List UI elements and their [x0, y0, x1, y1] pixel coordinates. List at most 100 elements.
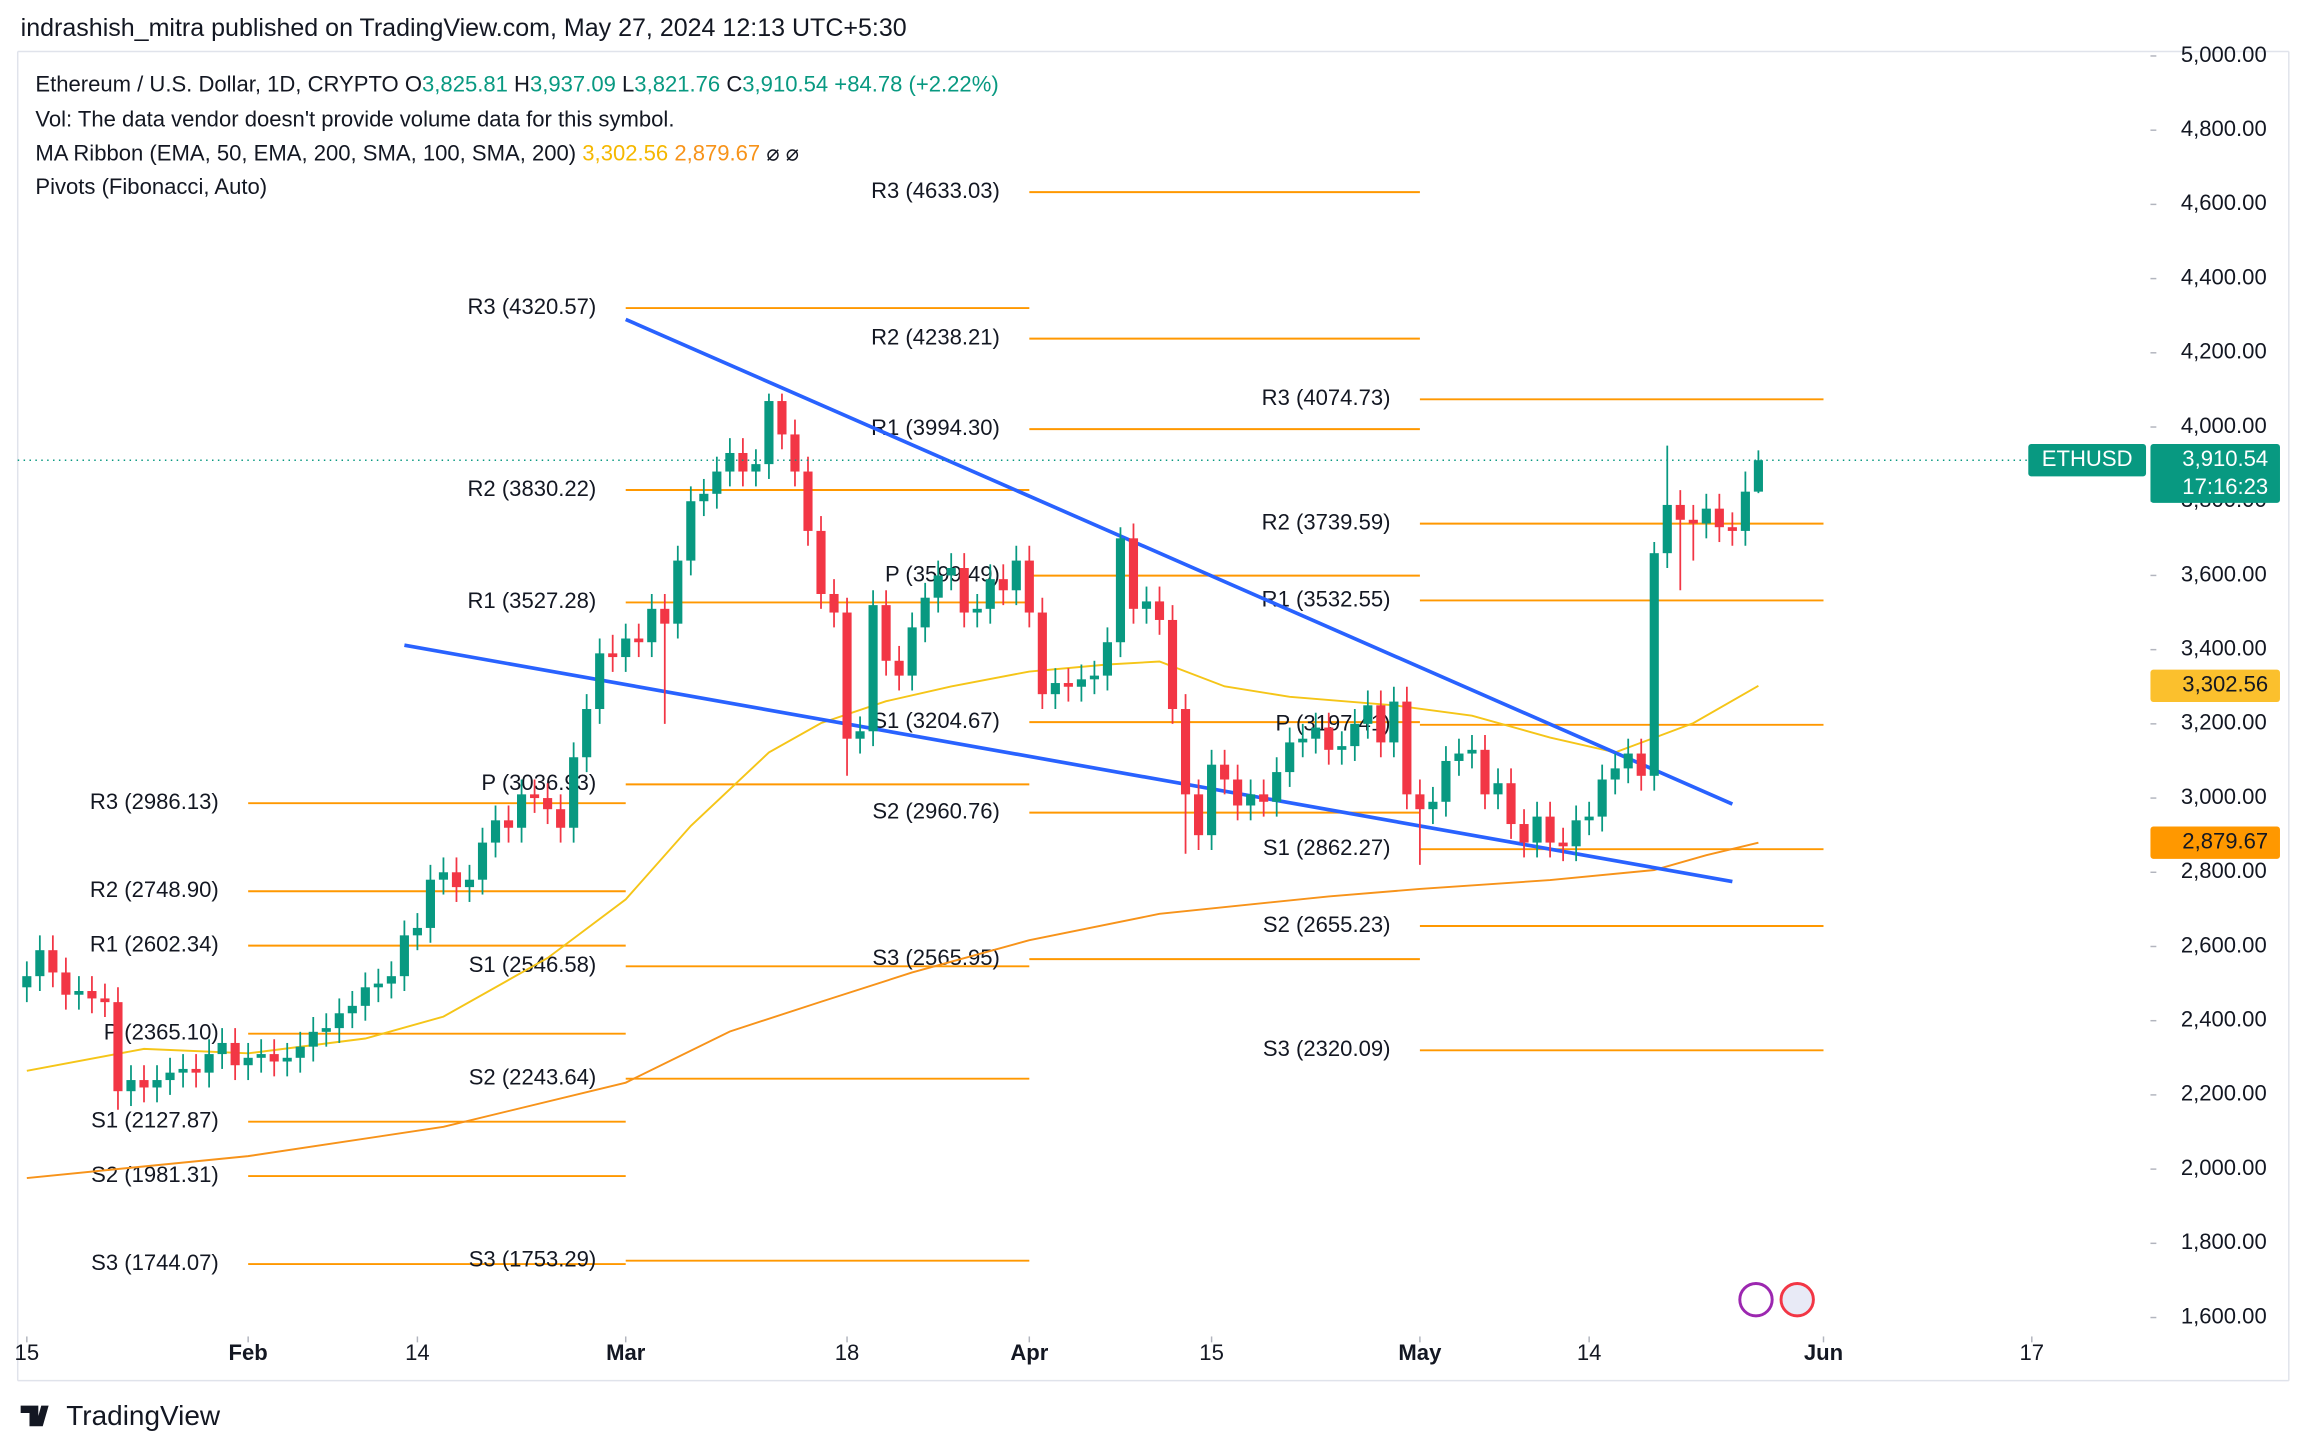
candle-body [660, 608, 670, 624]
y-tick-label: 3,200.00 [2181, 710, 2267, 735]
x-tick-label: 14 [405, 1340, 430, 1365]
pivot-label: P (2365.10) [104, 1019, 219, 1044]
candle-body [1740, 491, 1750, 531]
candle-body [556, 809, 566, 828]
ma-line [26, 660, 1759, 1072]
candle-body [1415, 794, 1425, 810]
candle-body [1324, 727, 1334, 750]
candle-body [1285, 742, 1295, 773]
candle-body [373, 983, 383, 988]
candle-body [1194, 794, 1204, 836]
candle-body [438, 872, 449, 880]
candle-body [738, 452, 748, 472]
candle-body [1597, 779, 1607, 817]
ma-tag [2150, 826, 2280, 859]
brand: TradingView [66, 1400, 221, 1431]
candle-body [881, 605, 891, 661]
candle-body [464, 879, 475, 888]
y-tick-label: 2,200.00 [2181, 1081, 2267, 1106]
candle-body [1623, 753, 1633, 769]
y-tick-label: 2,600.00 [2181, 932, 2267, 957]
candle-body [803, 471, 813, 531]
candle-body [1467, 749, 1477, 754]
pivot-label: R2 (2748.90) [90, 877, 219, 902]
pivot-label: R1 (2602.34) [90, 931, 219, 956]
candle-body [386, 976, 396, 984]
candle-body [269, 1054, 279, 1062]
pivot-label: S3 (2320.09) [1263, 1036, 1391, 1061]
y-tick-label: 1,600.00 [2181, 1303, 2267, 1328]
pivot-label: R3 (4633.03) [871, 178, 1000, 203]
candle-body [1545, 816, 1555, 843]
ma-tag [2150, 669, 2280, 702]
ma-legend: MA Ribbon (EMA, 50, EMA, 200, SMA, 100, … [35, 140, 799, 165]
candle-body [699, 493, 709, 502]
pivot-label: S2 (2243.64) [469, 1065, 597, 1090]
candle-body [868, 605, 878, 732]
ma-value: 3,302.56 [582, 140, 668, 165]
x-tick-label: Mar [606, 1340, 646, 1365]
candle-body [126, 1080, 136, 1092]
y-tick-label: 4,600.00 [2181, 190, 2267, 215]
candle-body [1688, 519, 1698, 524]
event-icon[interactable] [1738, 1281, 1774, 1318]
candle-body [412, 927, 422, 936]
candle-body [1076, 679, 1086, 687]
candle-body [113, 1002, 123, 1092]
candle-body [1584, 816, 1594, 821]
candle-body [1636, 753, 1646, 776]
change: +84.78 (+2.22%) [834, 71, 998, 96]
candle-body [855, 731, 865, 739]
x-tick-label: 17 [2020, 1340, 2045, 1365]
candle-body [1558, 842, 1568, 847]
event-icon[interactable] [1779, 1281, 1815, 1318]
y-tick-label: 5,000.00 [2181, 42, 2267, 67]
y-tick-label: 3,600.00 [2181, 561, 2267, 586]
candle-body [1727, 527, 1737, 531]
candle-body [933, 575, 943, 598]
candle-body [1246, 794, 1256, 806]
candle-body [100, 998, 110, 1003]
x-tick-label: 15 [15, 1340, 40, 1365]
candle-body [1128, 538, 1139, 609]
candle-body [1154, 601, 1165, 620]
candle-body [503, 820, 514, 828]
legend: Ethereum / U.S. Dollar, 1D, CRYPTO O3,82… [35, 71, 998, 199]
candle-body [256, 1054, 266, 1058]
ohlc-key: O [405, 71, 422, 96]
candle-body [152, 1080, 162, 1088]
candle-body [816, 530, 826, 594]
y-tick-label: 4,000.00 [2181, 413, 2267, 438]
pivots-legend: Pivots (Fibonacci, Auto) [35, 174, 267, 199]
ohlc-value: 3,910.54 [742, 71, 828, 96]
candle-body [1701, 508, 1711, 524]
candle-body [842, 612, 852, 739]
plot-area: R3 (2986.13) R2 (2748.90) R1 (2602.34) P (2… [22, 178, 1824, 1275]
candle-body [1662, 504, 1672, 554]
pivot-label: P (3036.93) [481, 770, 596, 795]
candle-body [282, 1057, 292, 1062]
candle-body [139, 1080, 149, 1088]
candle-body [972, 608, 982, 613]
y-tick-label: 2,800.00 [2181, 858, 2267, 883]
candle-body [959, 568, 969, 613]
candle-body [1167, 619, 1178, 710]
ma-value: 2,879.67 [674, 140, 760, 165]
candle-body [347, 1005, 357, 1014]
candle-body [425, 879, 435, 928]
candle-body [1389, 701, 1399, 743]
pivot-label: S1 (2127.87) [91, 1107, 219, 1132]
y-tick-label: 3,400.00 [2181, 635, 2267, 660]
candle-body [1454, 753, 1464, 761]
candle-body [1024, 560, 1034, 613]
candle-body [543, 798, 553, 810]
ma-tag-label: 2,879.67 [2182, 829, 2268, 854]
candle-body [1363, 705, 1373, 724]
candle-body [829, 593, 839, 613]
candle-body [308, 1031, 318, 1047]
candle-body [894, 660, 904, 676]
ohlc-key: C [726, 71, 742, 96]
candle-body [1207, 764, 1217, 836]
candle-body [217, 1042, 227, 1055]
